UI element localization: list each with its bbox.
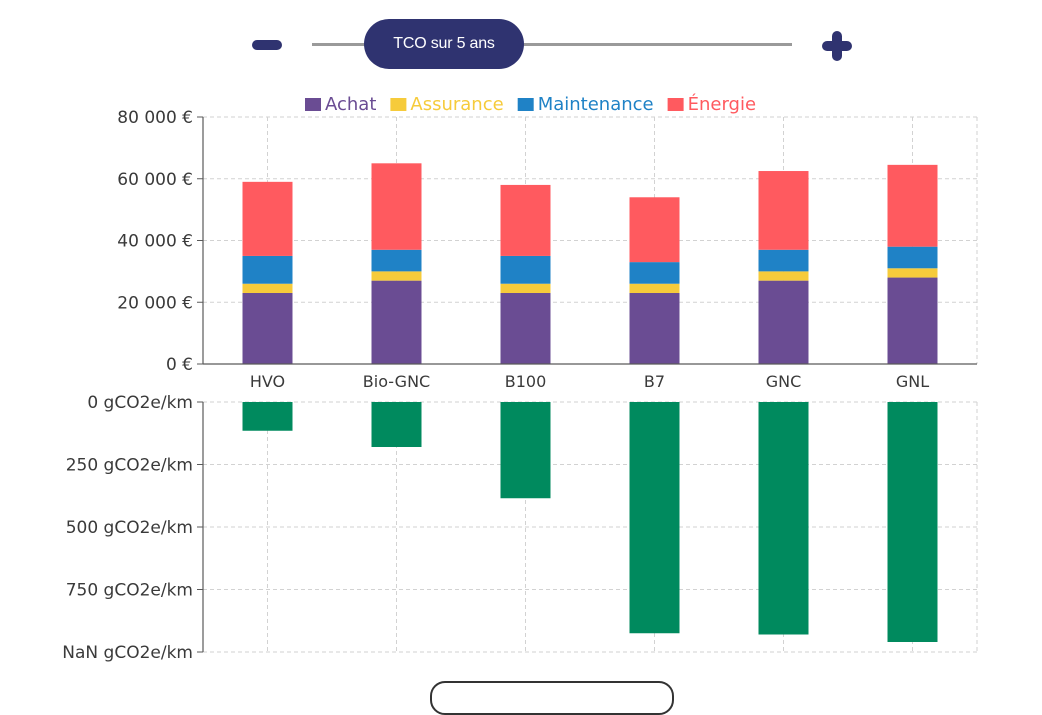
bar-maintenance-hvo[interactable] bbox=[242, 255, 293, 284]
bar-achat-b7[interactable] bbox=[629, 292, 680, 364]
bar-energie-gnl[interactable] bbox=[887, 164, 938, 247]
category-labels: HVO Bio-GNC B100 B7 GNC GNL bbox=[250, 372, 929, 391]
emissions-tick-label: 500 gCO2e/km bbox=[66, 518, 193, 538]
legend-swatch-achat bbox=[305, 98, 321, 111]
legend-swatch-maintenance bbox=[517, 98, 534, 111]
bar-energie-bio-gnc[interactable] bbox=[371, 163, 422, 250]
minus-icon[interactable] bbox=[250, 32, 284, 58]
bar-maintenance-gnc[interactable] bbox=[758, 249, 809, 272]
bar-achat-gnl[interactable] bbox=[887, 277, 938, 364]
tco-tick-label: 0 € bbox=[166, 355, 193, 375]
emissions-axis: 0 gCO2e/km 250 gCO2e/km 500 gCO2e/km 750 gC… bbox=[62, 393, 204, 663]
zoom-control: TCO sur 5 ans bbox=[250, 18, 860, 70]
emissions-tick-label: 0 gCO2e/km bbox=[87, 393, 193, 413]
category-label-hvo: HVO bbox=[250, 372, 285, 391]
bar-achat-hvo[interactable] bbox=[242, 292, 293, 364]
emission-bar-b100[interactable] bbox=[500, 402, 551, 499]
period-selector[interactable]: TCO sur 5 ans bbox=[364, 19, 524, 69]
emissions-tick-label: 250 gCO2e/km bbox=[66, 456, 193, 476]
legend-label-energie: Énergie bbox=[688, 93, 756, 115]
legend-label-maintenance: Maintenance bbox=[538, 94, 654, 115]
zoom-track[interactable] bbox=[312, 43, 792, 46]
emission-bar-gnc[interactable] bbox=[758, 402, 809, 635]
category-label-bio-gnc: Bio-GNC bbox=[363, 372, 430, 391]
bar-energie-gnc[interactable] bbox=[758, 171, 809, 250]
emissions-tick-label: 750 gCO2e/km bbox=[66, 581, 193, 601]
emission-bar-hvo[interactable] bbox=[242, 402, 293, 431]
emissions-tick-label: NaN gCO2e/km bbox=[62, 643, 193, 663]
tco-tick-label: 80 000 € bbox=[117, 108, 193, 128]
bar-assurance-bio-gnc[interactable] bbox=[371, 271, 422, 281]
category-label-b7: B7 bbox=[644, 372, 665, 391]
legend-label-achat: Achat bbox=[325, 94, 376, 115]
tco-emissions-chart: Achat Assurance Maintenance Énergie 0 € 20 0… bbox=[62, 93, 978, 663]
emissions-grid bbox=[203, 401, 978, 653]
tco-tick-label: 20 000 € bbox=[117, 293, 193, 313]
bar-assurance-b7[interactable] bbox=[629, 283, 680, 293]
bar-achat-bio-gnc[interactable] bbox=[371, 280, 422, 364]
category-label-b100: B100 bbox=[505, 372, 547, 391]
bar-energie-b7[interactable] bbox=[629, 197, 680, 263]
emission-bar-gnl[interactable] bbox=[887, 402, 938, 642]
bar-energie-b100[interactable] bbox=[500, 184, 551, 256]
bar-assurance-b100[interactable] bbox=[500, 283, 551, 293]
category-label-gnc: GNC bbox=[766, 372, 802, 391]
tco-tick-label: 60 000 € bbox=[117, 170, 193, 190]
plus-icon[interactable] bbox=[820, 29, 854, 63]
legend-swatch-assurance bbox=[390, 98, 407, 111]
bar-assurance-hvo[interactable] bbox=[242, 283, 293, 293]
emission-bar-bio-gnc[interactable] bbox=[371, 402, 422, 447]
tco-grid bbox=[203, 116, 978, 364]
bar-achat-b100[interactable] bbox=[500, 292, 551, 364]
legend-swatch-energie bbox=[667, 98, 684, 111]
bar-assurance-gnc[interactable] bbox=[758, 271, 809, 281]
bottom-button[interactable] bbox=[430, 681, 674, 715]
bar-assurance-gnl[interactable] bbox=[887, 268, 938, 278]
bar-energie-hvo[interactable] bbox=[242, 181, 293, 256]
category-label-gnl: GNL bbox=[896, 372, 929, 391]
bar-maintenance-bio-gnc[interactable] bbox=[371, 249, 422, 272]
tco-axis: 0 € 20 000 € 40 000 € 60 000 € 80 000 € bbox=[117, 108, 977, 375]
bar-maintenance-b100[interactable] bbox=[500, 255, 551, 284]
bar-maintenance-b7[interactable] bbox=[629, 262, 680, 284]
legend-label-assurance: Assurance bbox=[410, 94, 503, 115]
chart-legend: Achat Assurance Maintenance Énergie bbox=[305, 93, 756, 115]
bar-achat-gnc[interactable] bbox=[758, 280, 809, 364]
emission-bar-b7[interactable] bbox=[629, 402, 680, 634]
bar-maintenance-gnl[interactable] bbox=[887, 246, 938, 269]
emissions-bars bbox=[242, 402, 938, 642]
tco-tick-label: 40 000 € bbox=[117, 232, 193, 252]
tco-bars bbox=[242, 163, 938, 364]
